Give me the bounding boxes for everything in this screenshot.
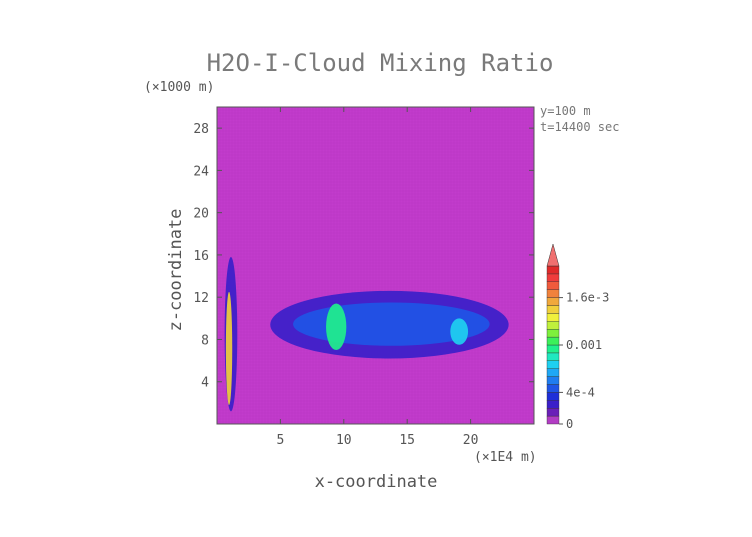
colorbar-tick-label: 1.6e-3 <box>566 291 609 305</box>
colorbar-tick-label: 4e-4 <box>566 385 595 399</box>
x-tick-label: 20 <box>463 433 479 448</box>
colorbar-tick-label: 0 <box>566 417 573 431</box>
cloud-region <box>326 303 347 351</box>
y-axis-title: z-coordinate <box>166 209 186 332</box>
colorbar-segment <box>546 336 560 346</box>
colorbar-segment <box>546 297 560 306</box>
field-background <box>217 107 534 424</box>
chart-title: H2O-I-Cloud Mixing Ratio <box>207 49 554 77</box>
colorbar-segment <box>546 376 560 385</box>
y-tick-label: 16 <box>193 249 209 264</box>
colorbar-segment <box>546 384 560 393</box>
colorbar-segment <box>546 265 560 275</box>
cloud-region <box>225 291 233 405</box>
cloud-region <box>450 318 469 345</box>
annotation-y: y=100 m <box>540 104 591 118</box>
colorbar-segment <box>546 281 560 290</box>
x-unit-label: (×1E4 m) <box>474 450 537 465</box>
colorbar-segment <box>546 400 560 409</box>
cloud-layers <box>224 257 509 412</box>
annotation-t: t=14400 sec <box>540 120 619 134</box>
y-tick-label: 20 <box>193 207 209 222</box>
y-tick-label: 4 <box>201 376 209 391</box>
colorbar-segment <box>546 344 560 354</box>
plot-area <box>217 107 534 424</box>
y-tick-label: 24 <box>193 164 209 179</box>
x-tick-label: 5 <box>276 433 284 448</box>
plot-frame <box>216 106 535 425</box>
colorbar-segment <box>546 408 560 417</box>
x-axis: 5 10 15 20 <box>276 107 478 448</box>
x-tick-label: 10 <box>336 433 352 448</box>
y-tick-label: 12 <box>193 291 209 306</box>
y-tick-label: 8 <box>201 333 209 348</box>
colorbar-segment <box>546 352 560 361</box>
colorbar: 0 4e-4 0.001 1.6e-3 <box>546 243 609 431</box>
colorbar-segment <box>546 392 560 401</box>
colorbar-segment <box>546 329 560 338</box>
colorbar-segment <box>546 368 560 377</box>
colorbar-segment <box>546 305 560 314</box>
colorbar-segment <box>546 321 560 330</box>
y-unit-label: (×1000 m) <box>144 80 214 95</box>
colorbar-tick-label: 0.001 <box>566 338 602 352</box>
colorbar-extend-arrow <box>546 243 560 267</box>
colorbar-segment <box>546 273 560 282</box>
colorbar-segment <box>546 313 560 322</box>
x-tick-label: 15 <box>399 433 415 448</box>
x-axis-title: x-coordinate <box>315 472 438 492</box>
y-tick-label: 28 <box>193 122 209 137</box>
y-axis: 4 8 12 16 20 24 28 <box>193 122 534 391</box>
colorbar-segment <box>546 360 560 369</box>
colorbar-segment <box>546 415 560 425</box>
colorbar-segment <box>546 289 560 298</box>
